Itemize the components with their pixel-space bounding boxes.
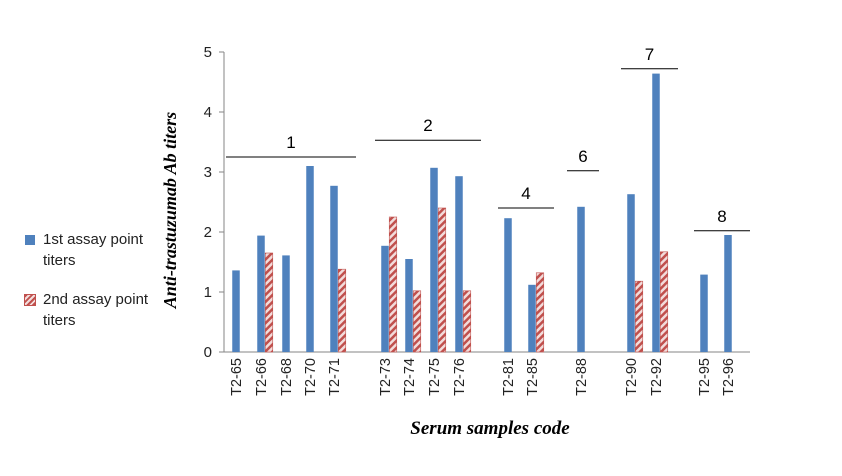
x-tick-label: T2-76 [452, 358, 468, 396]
legend-swatch-hatched-red [24, 294, 36, 306]
x-tick-label: T2-70 [303, 358, 319, 396]
x-axis-label: Serum samples code [410, 418, 570, 439]
y-tick-label: 4 [204, 104, 212, 121]
bar-1st-assay [627, 194, 635, 352]
group-annotation-label: 4 [521, 184, 530, 203]
bar-2nd-assay [659, 251, 669, 353]
x-tick-label: T2-88 [574, 358, 590, 396]
bar-1st-assay [381, 245, 389, 352]
y-tick-label: 0 [204, 344, 212, 361]
legend-item-2nd-assay: 2nd assay point titers [24, 289, 175, 331]
bar-1st-assay [405, 259, 413, 352]
bar-1st-assay [330, 185, 338, 352]
x-tick-label: T2-95 [697, 358, 713, 396]
x-tick-label: T2-85 [525, 358, 541, 396]
bar-1st-assay [306, 166, 314, 352]
group-annotation-label: 2 [423, 116, 432, 135]
bar-2nd-assay [437, 207, 447, 353]
x-tick-label: T2-75 [427, 358, 443, 396]
legend-item-1st-assay: 1st assay point titers [25, 229, 175, 271]
bar-1st-assay [504, 218, 512, 352]
bar-2nd-assay [634, 280, 644, 353]
bar-1st-assay [455, 176, 463, 352]
x-tick-label: T2-73 [378, 358, 394, 396]
legend-swatch-blue [25, 235, 35, 245]
bar-2nd-assay [412, 290, 422, 353]
x-tick-label: T2-92 [649, 358, 665, 396]
group-annotation-label: 1 [286, 133, 295, 152]
bar-1st-assay [232, 270, 240, 352]
x-tick-label: T2-81 [501, 358, 517, 396]
legend: 1st assay point titers 2nd assay point t… [24, 229, 175, 349]
y-tick-label: 2 [204, 224, 212, 241]
bar-2nd-assay [264, 252, 274, 353]
bar-1st-assay [528, 284, 536, 352]
x-tick-label: T2-71 [327, 358, 343, 396]
x-tick-label: T2-96 [721, 358, 737, 396]
bar-1st-assay [282, 255, 290, 352]
x-tick-label: T2-65 [229, 358, 245, 396]
x-tick-label: T2-74 [402, 358, 418, 396]
bar-2nd-assay [462, 290, 472, 353]
x-tick-label: T2-66 [254, 358, 270, 396]
group-annotation-label: 7 [645, 45, 654, 64]
bar-2nd-assay [535, 272, 545, 353]
x-tick-label: T2-90 [624, 358, 640, 396]
legend-label: 1st assay point titers [43, 231, 144, 269]
bar-1st-assay [430, 167, 438, 352]
x-tick-label: T2-68 [279, 358, 295, 396]
bar-1st-assay [577, 206, 585, 352]
bar-1st-assay [257, 235, 265, 352]
y-tick-label: 5 [204, 44, 212, 61]
group-annotation-label: 8 [717, 207, 726, 226]
group-annotation-label: 6 [578, 147, 587, 166]
bar-1st-assay [700, 274, 708, 352]
bar-2nd-assay [337, 268, 347, 353]
y-tick-label: 1 [204, 284, 212, 301]
y-tick-label: 3 [204, 164, 212, 181]
bar-1st-assay [652, 73, 660, 352]
bar-1st-assay [724, 235, 732, 352]
legend-label: 2nd assay point titers [43, 291, 149, 329]
bar-2nd-assay [388, 216, 398, 353]
